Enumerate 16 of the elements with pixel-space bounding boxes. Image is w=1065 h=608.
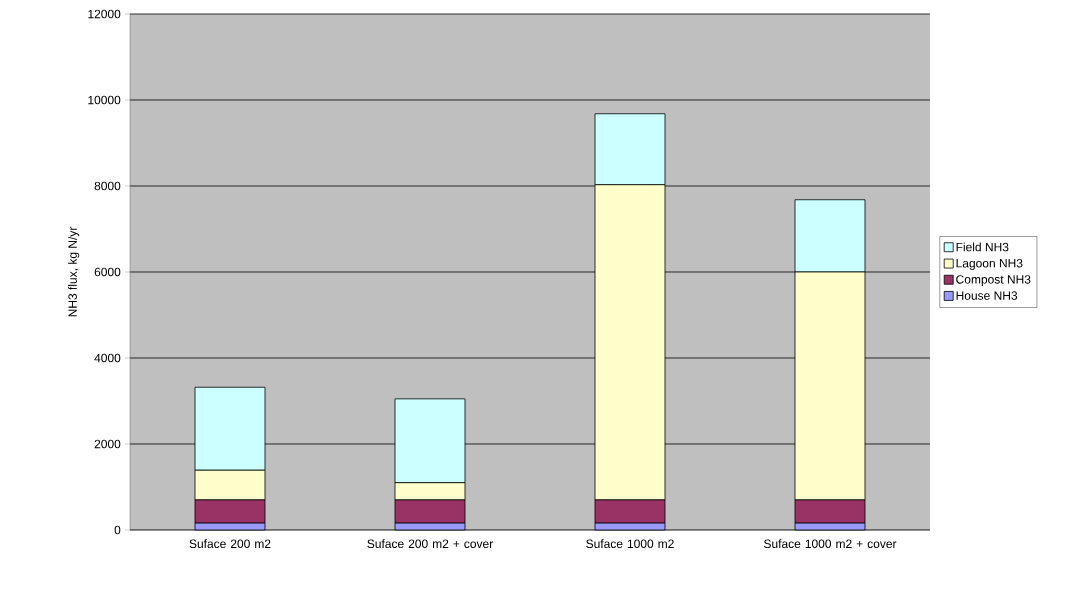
y-tick-label: 4000	[94, 353, 121, 363]
x-tick-label: Suface 200 m2 + cover	[367, 539, 493, 548]
legend-label: Lagoon NH3	[956, 258, 1023, 270]
legend-label: Field NH3	[956, 242, 1009, 252]
y-tick-label: 12000	[88, 9, 121, 19]
legend-label: Compost NH3	[956, 275, 1031, 287]
y-axis-title: NH3 flux, kg N/yr	[68, 226, 80, 317]
x-tick-label: Suface 1000 m2 + cover	[764, 539, 897, 548]
y-tick-label: 8000	[94, 181, 121, 191]
x-tick-label: Suface 1000 m2	[586, 539, 674, 548]
x-tick-label: Suface 200 m2	[189, 539, 271, 548]
legend-label: House NH3	[956, 291, 1018, 300]
y-tick-label: 6000	[94, 267, 121, 277]
y-tick-label: 10000	[88, 95, 121, 105]
y-tick-label: 0	[114, 525, 121, 535]
y-tick-label: 2000	[94, 439, 121, 449]
